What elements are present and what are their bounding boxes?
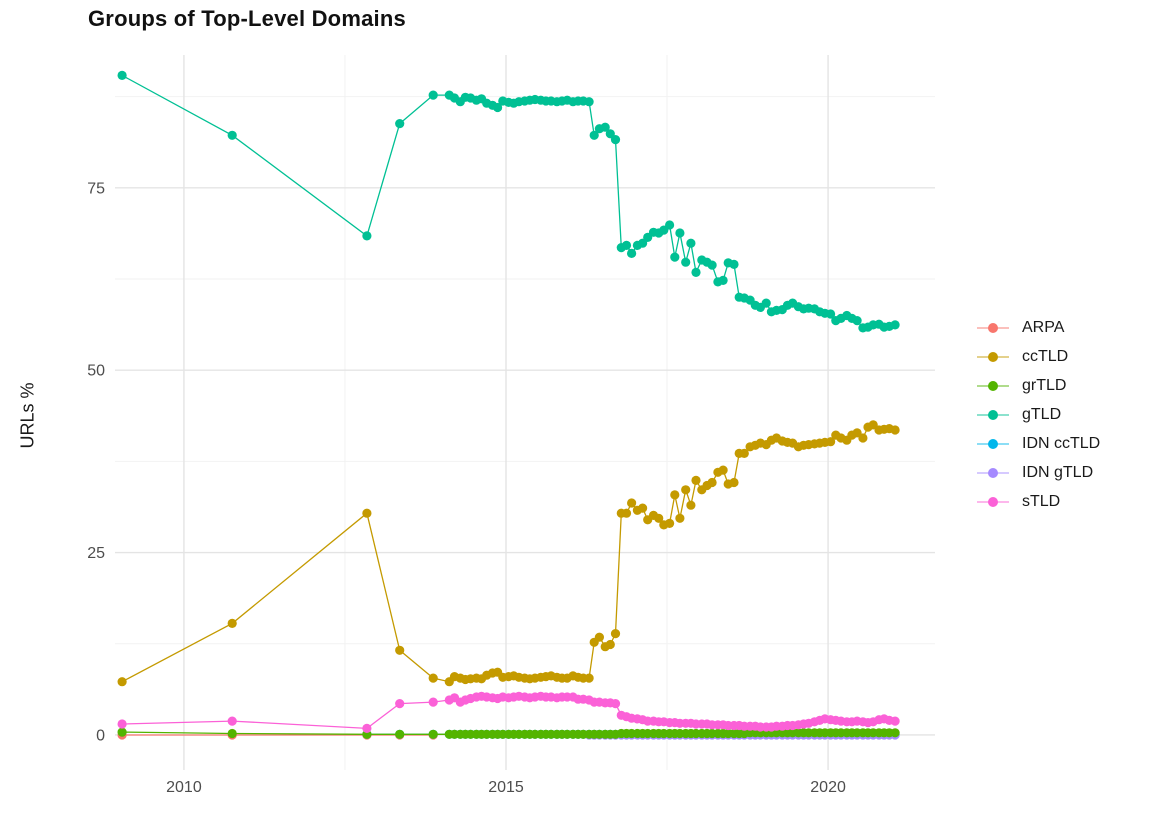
legend-item-label: gTLD bbox=[1022, 406, 1062, 423]
legend-item-label: IDN gTLD bbox=[1022, 464, 1094, 481]
x-tick-label: 2010 bbox=[166, 779, 202, 796]
legend-item: grTLD bbox=[976, 376, 1100, 396]
legend-item: sTLD bbox=[976, 492, 1100, 512]
legend-item: ARPA bbox=[976, 318, 1100, 338]
legend-item-label: sTLD bbox=[1022, 493, 1061, 510]
series-ccTLD bbox=[117, 420, 900, 687]
legend-item-label: ARPA bbox=[1022, 319, 1065, 336]
legend-item-label: ccTLD bbox=[1022, 348, 1069, 365]
legend-item: ccTLD bbox=[976, 347, 1100, 367]
legend-item-label: IDN ccTLD bbox=[1022, 435, 1101, 452]
y-tick-label: 0 bbox=[96, 727, 105, 744]
series-gTLD bbox=[117, 70, 900, 333]
y-tick-label: 75 bbox=[87, 180, 105, 197]
chart-title: Groups of Top-Level Domains bbox=[88, 6, 406, 31]
x-tick-label: 2015 bbox=[488, 779, 524, 796]
series-sTLD bbox=[117, 691, 900, 734]
legend-item: IDN ccTLD bbox=[976, 434, 1100, 454]
legend-item: gTLD bbox=[976, 405, 1100, 425]
legend-key-icon bbox=[977, 497, 1009, 507]
y-tick-label: 50 bbox=[87, 363, 105, 380]
x-tick-label: 2020 bbox=[810, 779, 846, 796]
legend: ARPA ccTLD grTLD gTLD IDN ccTLD IDN gTLD sTLD bbox=[976, 318, 1100, 512]
legend-key-icon bbox=[977, 439, 1009, 449]
series-ARPA bbox=[117, 730, 438, 740]
legend-item-label: grTLD bbox=[1022, 377, 1067, 394]
legend-key-icon bbox=[977, 410, 1009, 420]
legend-key-icon bbox=[977, 323, 1009, 333]
series-grTLD bbox=[117, 727, 900, 739]
legend-item: IDN gTLD bbox=[976, 463, 1100, 483]
legend-key-icon bbox=[977, 381, 1009, 391]
legend-key-icon bbox=[977, 352, 1009, 362]
legend-key-icon bbox=[977, 468, 1009, 478]
y-tick-label: 25 bbox=[87, 545, 105, 562]
